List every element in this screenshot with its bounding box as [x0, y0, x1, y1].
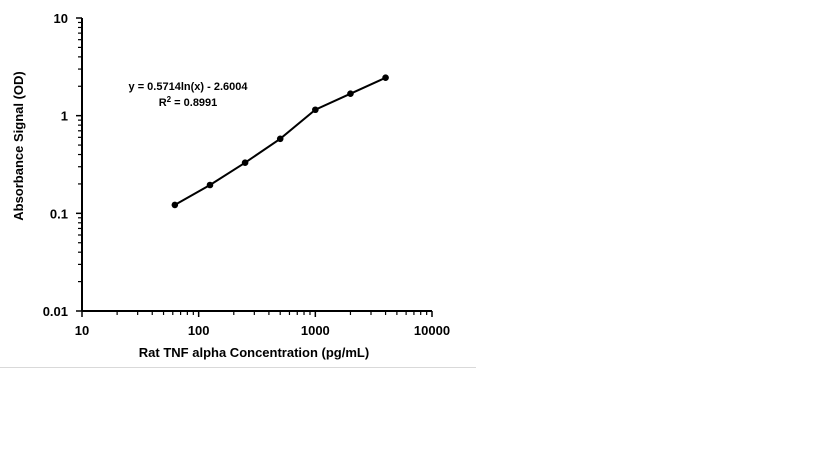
- data-point: [276, 135, 284, 143]
- x-tick-label: 1000: [301, 323, 330, 338]
- x-tick-label: 10000: [414, 323, 450, 338]
- x-tick-label: 100: [188, 323, 210, 338]
- data-point: [347, 90, 354, 97]
- chart-svg: 0.01 0.1 1 10 10 100 1000 10000 y = 0.5714ln(x)…: [11, 11, 450, 360]
- chart: 0.01 0.1 1 10 10 100 1000 10000 y = 0.5714ln(x)…: [0, 0, 476, 368]
- data-point: [171, 201, 179, 209]
- y-tick-label: 0.1: [50, 206, 68, 221]
- data-point: [241, 159, 249, 166]
- data-point: [206, 181, 214, 189]
- trendline-equation: y = 0.5714ln(x) - 2.6004: [129, 81, 249, 93]
- y-axis-title: Absorbance Signal (OD): [11, 71, 26, 221]
- y-tick-label: 0.01: [43, 304, 68, 319]
- x-axis-title: Rat TNF alpha Concentration (pg/mL): [139, 345, 369, 360]
- y-tick-label: 10: [54, 11, 68, 26]
- r-squared-label: R2 = 0.8991: [159, 95, 218, 109]
- x-tick-label: 10: [75, 323, 89, 338]
- data-point: [312, 106, 319, 114]
- y-tick-label: 1: [61, 109, 68, 124]
- data-point: [382, 74, 389, 81]
- divider: [0, 367, 476, 368]
